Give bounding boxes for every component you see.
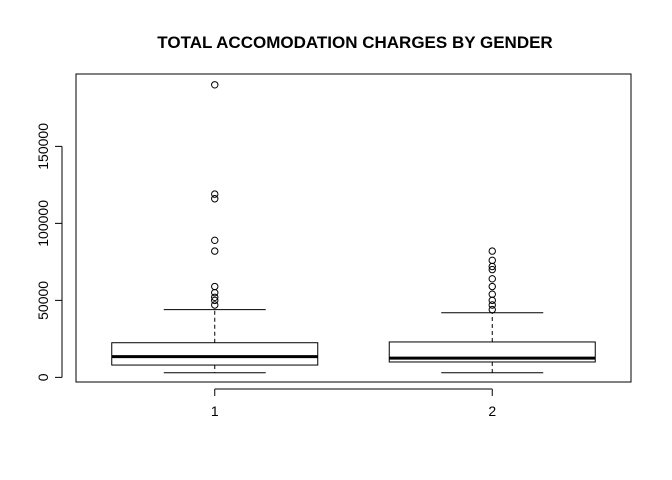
- outlier-point: [488, 290, 496, 298]
- outlier-point: [211, 81, 219, 89]
- outlier-point: [211, 195, 219, 203]
- outlier-point: [211, 282, 219, 291]
- outlier-point: [211, 288, 219, 297]
- outlier-point: [488, 247, 496, 255]
- y-tick-label: 150000: [35, 123, 51, 170]
- box-group-1: [111, 81, 319, 374]
- y-tick-label: 0: [35, 373, 51, 381]
- y-tick-label: 50000: [35, 281, 51, 320]
- plot-frame: [75, 73, 632, 383]
- outlier-point: [211, 301, 219, 309]
- outlier-point: [488, 265, 496, 274]
- x-tick-label: 1: [211, 403, 219, 419]
- outlier-point: [488, 275, 496, 283]
- chart-title: TOTAL ACCOMODATION CHARGES BY GENDER: [157, 33, 552, 52]
- y-tick-label: 100000: [35, 200, 51, 247]
- outlier-point: [488, 301, 496, 309]
- outlier-point: [211, 293, 219, 301]
- x-tick-label: 2: [488, 403, 496, 419]
- outlier-point: [488, 296, 496, 305]
- outlier-point: [488, 282, 496, 291]
- boxes-layer: [111, 81, 596, 374]
- outlier-point: [488, 256, 496, 265]
- outlier-point: [211, 190, 219, 198]
- outlier-point: [211, 296, 219, 305]
- outlier-point: [211, 236, 219, 245]
- outlier-point: [488, 305, 496, 314]
- outlier-point: [211, 247, 219, 255]
- y-axis: 0 50000 100000 150000: [35, 123, 63, 381]
- box-group-2: [388, 247, 596, 374]
- iqr-box: [111, 342, 319, 366]
